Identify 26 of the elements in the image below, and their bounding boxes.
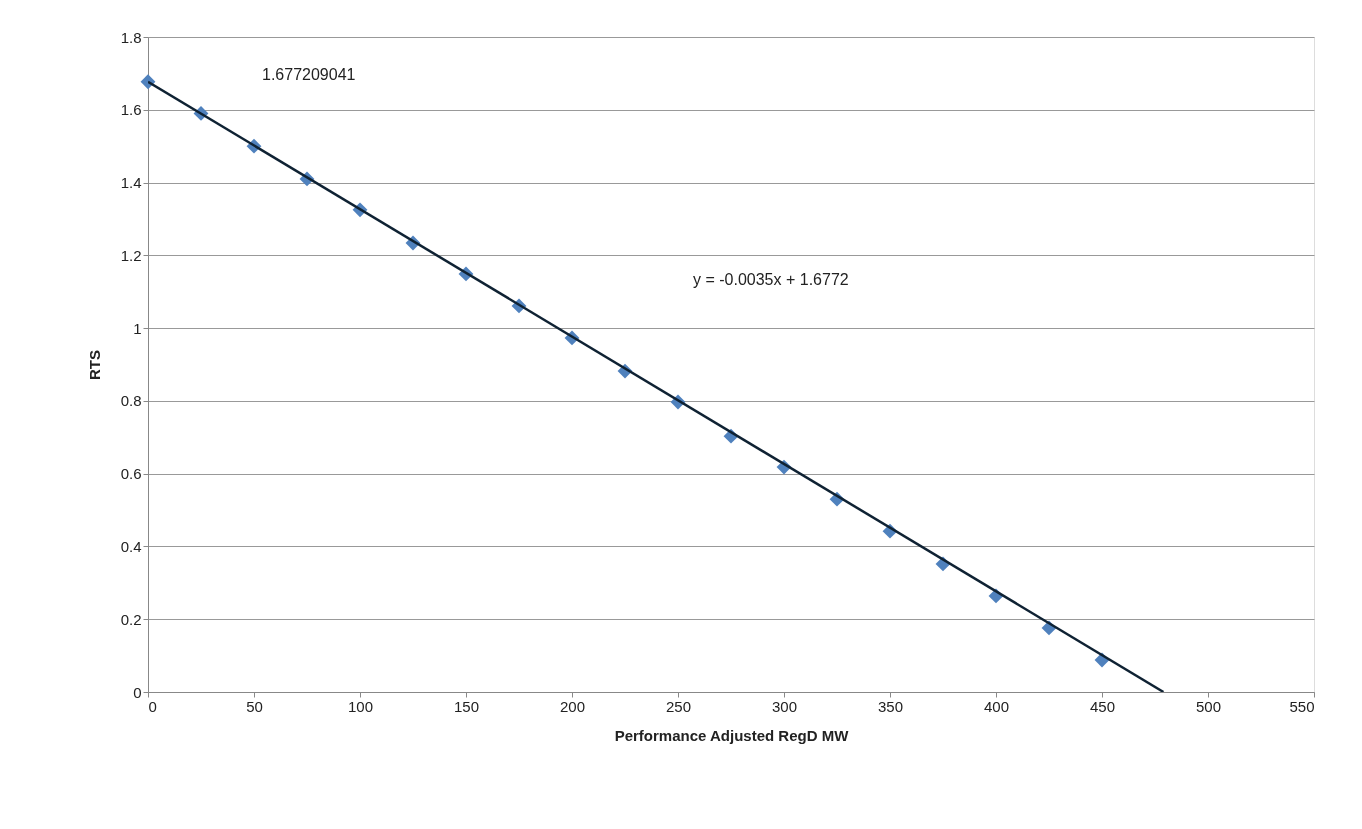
x-tick-label: 250	[665, 697, 692, 715]
y-tick-label: 1.6	[120, 101, 142, 119]
x-tick-label: 500	[1195, 697, 1222, 715]
y-tick-label: 1.4	[120, 174, 142, 192]
x-tick-label: 350	[877, 697, 904, 715]
x-tick-label: 300	[771, 697, 798, 715]
x-axis-title: Performance Adjusted RegD MW	[614, 726, 850, 744]
y-tick-label: 0.2	[120, 610, 142, 628]
annotation: 1.677209041	[262, 66, 356, 83]
y-tick-label: 1.8	[120, 28, 142, 46]
y-tick-label: 1	[133, 319, 142, 337]
y-tick-label: 0	[133, 683, 142, 701]
y-tick-label: 0.6	[120, 465, 142, 483]
y-tick-label: 1.2	[120, 246, 142, 264]
x-tick-label: 150	[453, 697, 480, 715]
x-tick-label: 0	[148, 697, 157, 715]
x-tick-label: 200	[559, 697, 586, 715]
x-tick-label: 550	[1289, 697, 1315, 715]
x-tick-label: 450	[1089, 697, 1116, 715]
x-tick-label: 100	[347, 697, 374, 715]
x-tick-label: 50	[246, 697, 263, 715]
y-axis-title: RTS	[85, 350, 103, 380]
x-tick-label: 400	[983, 697, 1010, 715]
y-tick-label: 0.8	[120, 392, 142, 410]
y-tick-label: 0.4	[120, 537, 142, 555]
annotation: y = -0.0035x + 1.6772	[693, 271, 849, 288]
